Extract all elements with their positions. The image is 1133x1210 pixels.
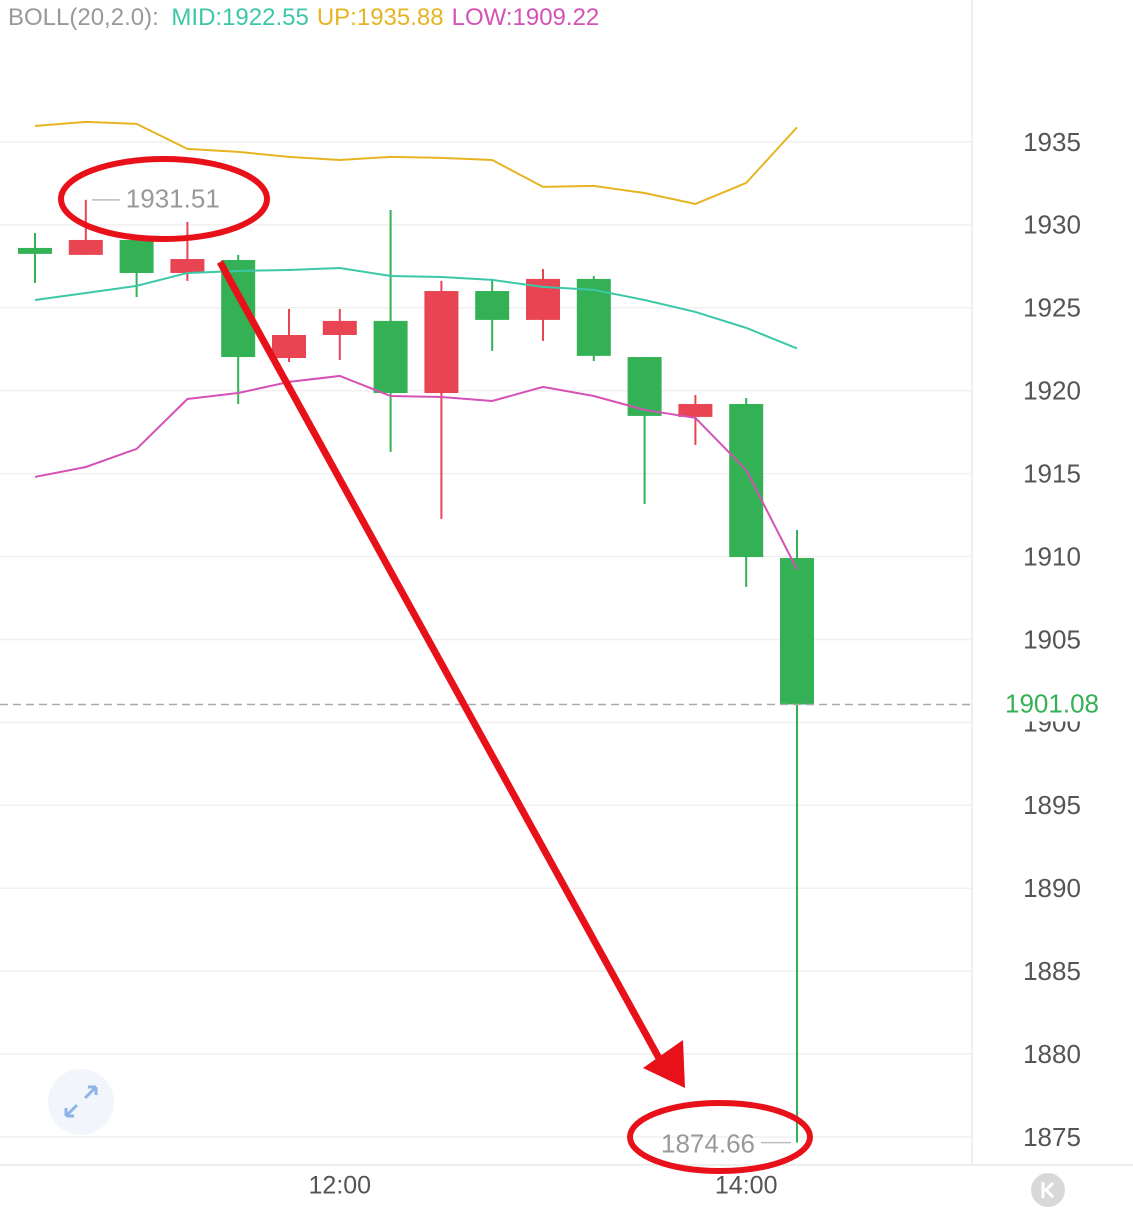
candle-body: [780, 558, 814, 705]
y-tick-label: 1905: [1023, 624, 1081, 654]
y-tick-label: 1895: [1023, 790, 1081, 820]
candle-body: [119, 239, 154, 273]
y-tick-label: 1910: [1023, 541, 1081, 571]
x-tick-label: 14:00: [715, 1172, 778, 1200]
legend-entry: LOW:1909.22: [451, 4, 600, 31]
indicator-label: BOLL(20,2.0):: [8, 4, 159, 31]
arrow-shaft: [216, 260, 664, 1062]
candle-body: [170, 259, 205, 273]
candle-body: [424, 291, 459, 394]
y-tick-label: 1885: [1023, 956, 1081, 986]
low-marker-label: 1874.66: [661, 1128, 755, 1158]
legend-entry: UP:1935.88: [316, 4, 444, 31]
candle-body: [18, 247, 52, 254]
arrow-head: [643, 1040, 685, 1088]
bollinger-line: [34, 374, 798, 570]
annotations: 1901.08 1931.51 1874.66: [0, 184, 1133, 1158]
highlight-ellipse: [58, 156, 270, 242]
highlight-ellipse: [627, 1100, 813, 1174]
expand-button[interactable]: [48, 1069, 114, 1135]
y-tick-label: 1935: [1023, 127, 1081, 157]
candle-body: [68, 239, 103, 255]
candle-body: [272, 334, 306, 359]
high-marker-label: 1931.51: [126, 184, 220, 214]
scroll-end-icon: [1041, 1181, 1055, 1199]
y-tick-label: 1880: [1023, 1039, 1081, 1069]
candle-body: [373, 320, 408, 394]
y-tick-label: 1920: [1023, 376, 1081, 406]
y-tick-label: 1890: [1023, 873, 1081, 903]
y-tick-label: 1915: [1023, 459, 1081, 489]
y-tick-label: 1925: [1023, 293, 1081, 323]
bollinger-line: [34, 120, 798, 206]
plot: [18, 120, 814, 1143]
indicator-legend: BOLL(20,2.0): MID:1922.55 UP:1935.88 LOW:1…: [8, 4, 607, 32]
bollinger-line: [34, 266, 798, 350]
last-price-tag: [974, 687, 1133, 722]
legend-entry: MID:1922.55: [171, 4, 309, 31]
y-tick-label: 1875: [1023, 1122, 1081, 1152]
y-tick-label: 1930: [1023, 210, 1081, 240]
grid: 1875188018851890189519001905191019151920…: [0, 127, 1081, 1200]
candle-body: [678, 403, 713, 417]
candle-body: [729, 403, 764, 558]
expand-icon: [64, 1085, 98, 1118]
candle-body: [322, 320, 357, 335]
candle-body: [475, 291, 510, 320]
x-tick-label: 12:00: [309, 1172, 372, 1200]
last-price-label: 1901.08: [1005, 688, 1099, 718]
